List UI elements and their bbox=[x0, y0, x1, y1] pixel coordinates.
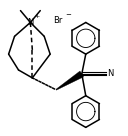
Text: Br: Br bbox=[53, 16, 63, 25]
Text: N: N bbox=[27, 18, 34, 27]
Text: −: − bbox=[65, 12, 71, 18]
Polygon shape bbox=[56, 71, 84, 90]
Text: N: N bbox=[108, 69, 114, 78]
Text: +: + bbox=[35, 14, 40, 19]
